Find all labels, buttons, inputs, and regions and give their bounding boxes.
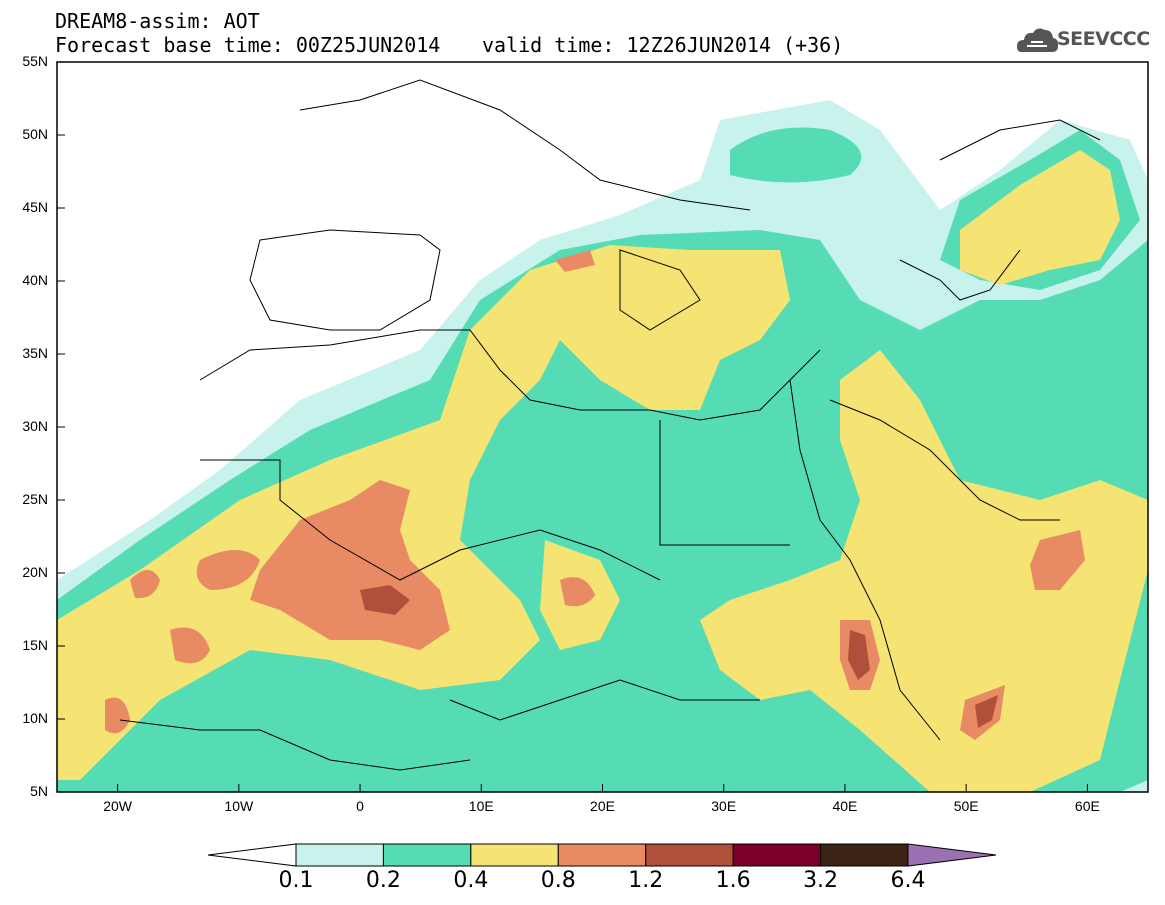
cloud-logo-icon <box>1017 28 1059 52</box>
lon-label: 20E <box>590 798 615 814</box>
coastlines <box>119 79 1101 771</box>
forecast-base-time: Forecast base time: 00Z25JUN2014 <box>55 33 441 57</box>
lat-label: 20N <box>22 564 48 580</box>
lon-label: 10W <box>224 798 254 814</box>
colorbar-label: 6.4 <box>890 868 926 893</box>
lon-label: 0 <box>356 798 364 814</box>
lon-label: 30E <box>711 798 737 814</box>
lon-label: 20W <box>103 798 132 814</box>
colorbar-swatch <box>732 843 822 867</box>
colorbar-label: 0.8 <box>540 868 576 893</box>
colorbar-label: 0.4 <box>453 868 489 893</box>
colorbar-swatch <box>820 843 909 867</box>
lat-label: 45N <box>22 199 48 215</box>
colorbar-swatch <box>470 843 559 867</box>
colorbar <box>207 843 997 867</box>
lat-ticks <box>57 61 65 793</box>
lat-label: 5N <box>30 783 48 799</box>
lon-ticks <box>117 784 1088 792</box>
lat-label: 15N <box>22 637 48 653</box>
lat-label: 40N <box>22 272 48 288</box>
lat-label: 35N <box>22 345 48 361</box>
colorbar-swatch <box>907 843 997 867</box>
colorbar-label: 1.6 <box>715 868 751 893</box>
colorbar-swatch <box>382 843 472 867</box>
colorbar-label: 1.2 <box>628 868 664 893</box>
colorbar-swatch <box>557 843 647 867</box>
colorbar-swatch <box>207 843 297 867</box>
lat-label: 50N <box>22 126 48 142</box>
lon-label: 10E <box>468 798 494 814</box>
lon-label: 40E <box>832 798 858 814</box>
colorbar-label: 0.2 <box>365 868 401 893</box>
colorbar-label: 0.1 <box>278 868 314 893</box>
aot-field <box>57 62 1148 792</box>
lon-label: 60E <box>1074 798 1100 814</box>
lat-label: 25N <box>22 491 48 507</box>
colorbar-label: 3.2 <box>803 868 839 893</box>
colorbar-swatch <box>645 843 734 867</box>
lon-label: 50E <box>953 798 979 814</box>
valid-time: valid time: 12Z26JUN2014 (+36) <box>482 33 844 57</box>
map-title: DREAM8-assim: AOT <box>55 9 260 33</box>
lat-label: 30N <box>22 418 48 434</box>
colorbar-swatch <box>295 843 384 867</box>
lat-label: 55N <box>22 53 48 69</box>
lat-label: 10N <box>22 710 48 726</box>
seevccc-logo: SEEVCCC <box>1057 28 1150 50</box>
